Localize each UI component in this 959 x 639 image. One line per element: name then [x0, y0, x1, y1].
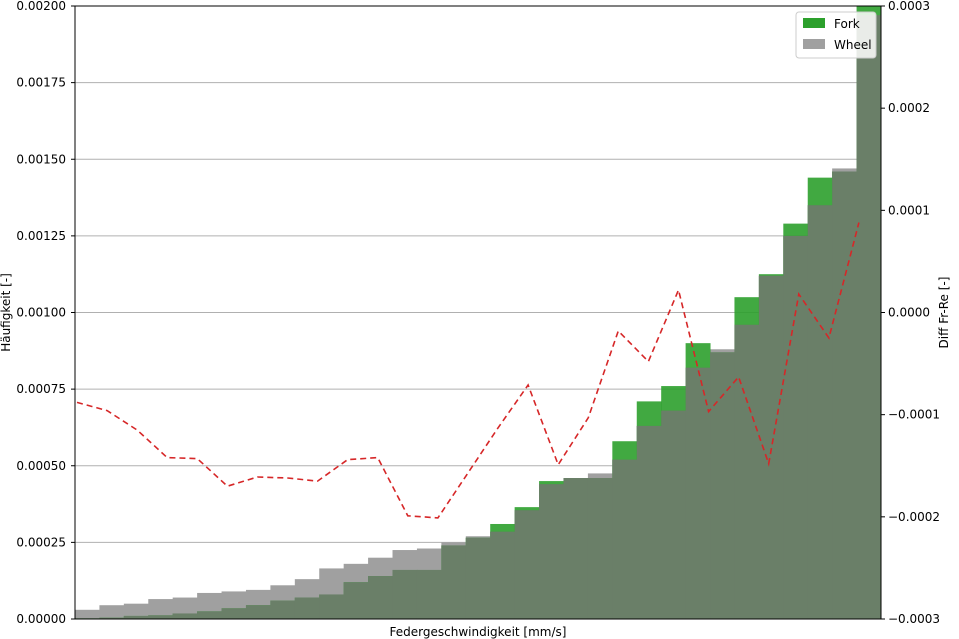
y-tick-label: 0.00125: [16, 229, 66, 243]
bar-overlap: [197, 611, 223, 619]
bar-overlap: [783, 235, 809, 619]
bar-overlap: [319, 594, 345, 619]
x-axis-label: Federgeschwindigkeit [mm/s]: [390, 625, 567, 639]
y2-axis-ticks: −0.0003 −0.0002 −0.0001 0.0000 0.0001 0.0002 0…: [881, 0, 940, 626]
bar-overlap: [661, 410, 687, 619]
bar-overlap: [148, 615, 174, 619]
bar-overlap: [587, 478, 613, 619]
y-tick-label: 0.00150: [16, 152, 66, 166]
y-tick-label: 0.00050: [16, 459, 66, 473]
y2-axis-label: Diff Fr-Re [-]: [937, 277, 951, 349]
bar-overlap: [294, 597, 320, 619]
y2-tick-label: 0.0000: [888, 306, 930, 320]
bar-overlap: [270, 600, 296, 619]
legend: Fork Wheel: [795, 11, 877, 59]
bar-overlap: [172, 613, 198, 619]
bar-wheel: [123, 603, 149, 619]
bar-overlap: [368, 576, 394, 619]
y2-tick-label: −0.0002: [888, 510, 940, 524]
legend-label-wheel: Wheel: [834, 38, 872, 52]
bar-overlap: [343, 582, 369, 619]
y-tick-label: 0.00100: [16, 306, 66, 320]
bar-overlap: [734, 324, 760, 619]
legend-swatch-wheel: [803, 39, 825, 49]
bar-overlap: [856, 15, 882, 619]
fork-bars: [75, 6, 882, 620]
bar-overlap: [636, 425, 662, 619]
y2-tick-label: −0.0001: [888, 408, 940, 422]
y-tick-label: 0.00025: [16, 535, 66, 549]
bar-overlap: [123, 615, 149, 619]
bar-overlap: [685, 367, 711, 619]
bar-overlap: [514, 510, 540, 619]
bar-wheel: [148, 599, 174, 619]
legend-label-fork: Fork: [834, 17, 860, 31]
y2-tick-label: 0.0002: [888, 101, 930, 115]
y-axis-label: Häufigkeit [-]: [0, 273, 13, 352]
bar-wheel: [99, 605, 125, 619]
y2-tick-label: 0.0001: [888, 203, 930, 217]
grid-lines: [75, 82, 881, 543]
bar-overlap: [441, 545, 467, 619]
y-axis-ticks: 0.00000 0.00025 0.00050 0.00075 0.00100 0.001…: [16, 0, 75, 626]
bar-wheel: [75, 609, 100, 619]
bar-overlap: [807, 205, 833, 619]
bar-overlap: [99, 617, 125, 619]
bar-overlap: [465, 537, 491, 619]
bar-overlap: [416, 569, 442, 619]
diff-line: [76, 222, 860, 519]
y2-tick-label: −0.0003: [888, 612, 940, 626]
bar-overlap: [563, 478, 589, 619]
y2-tick-label: 0.0003: [888, 0, 930, 13]
bar-overlap: [832, 171, 858, 619]
diff-line-group: [76, 222, 860, 519]
y-tick-label: 0.00075: [16, 382, 66, 396]
bar-overlap: [245, 605, 271, 619]
legend-swatch-fork: [803, 18, 825, 28]
bar-overlap: [539, 484, 564, 619]
bar-overlap: [612, 459, 638, 619]
bar-overlap: [221, 608, 247, 619]
bar-overlap: [490, 531, 516, 619]
y-tick-label: 0.00000: [16, 612, 66, 626]
y-tick-label: 0.00200: [16, 0, 66, 13]
bar-overlap: [710, 352, 735, 619]
bar-overlap: [392, 569, 418, 619]
y-tick-label: 0.00175: [16, 76, 66, 90]
